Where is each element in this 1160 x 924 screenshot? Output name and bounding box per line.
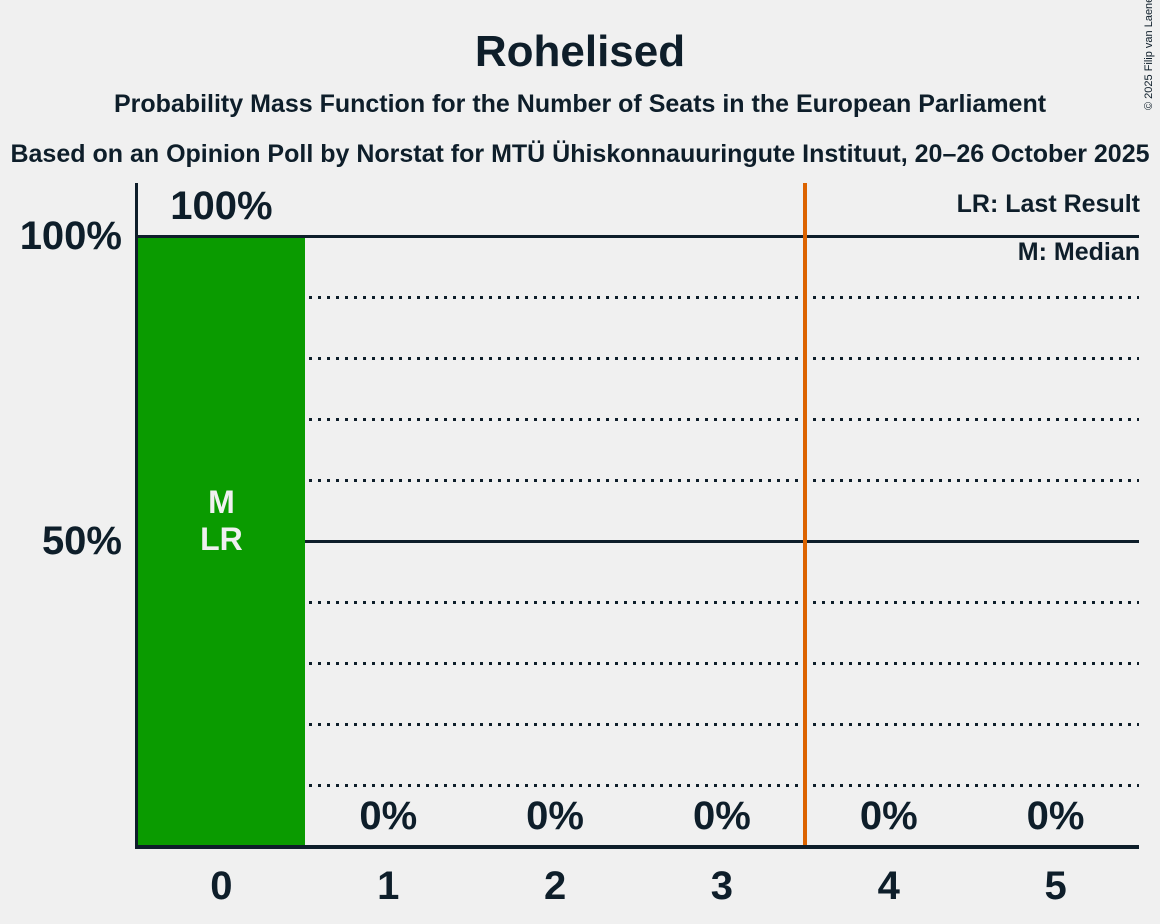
bar-value-label: 0% xyxy=(526,794,584,838)
x-tick-label-3: 3 xyxy=(710,864,734,908)
gridline-dotted-40 xyxy=(138,601,1139,604)
bar-value-label: 0% xyxy=(859,794,918,838)
gridline-dotted-10 xyxy=(138,784,1139,787)
x-tick-label-5: 5 xyxy=(1044,864,1067,908)
bar-annotation-median-lastresult: M LR xyxy=(200,484,243,557)
gridline-solid-100 xyxy=(138,235,1139,238)
x-tick-label-4: 4 xyxy=(877,864,900,908)
vertical-marker-line xyxy=(803,183,808,848)
chart-subtitle: Probability Mass Function for the Number… xyxy=(113,90,1047,118)
copyright-notice: © 2025 Filip van Laenen xyxy=(1143,0,1155,110)
bar-value-label: 0% xyxy=(1026,794,1085,838)
gridline-dotted-30 xyxy=(138,662,1139,665)
x-tick-label-0: 0 xyxy=(210,864,233,908)
x-axis-line xyxy=(138,845,1139,849)
y-tick-label-100: 100% xyxy=(19,214,122,258)
bar-value-label: 0% xyxy=(359,794,418,838)
gridline-dotted-20 xyxy=(138,723,1139,726)
chart-source-line: Based on an Opinion Poll by Norstat for … xyxy=(10,140,1150,168)
gridline-dotted-70 xyxy=(138,418,1139,421)
y-axis-line xyxy=(135,183,138,849)
legend-last-result: LR: Last Result xyxy=(956,190,1140,218)
chart-title: Rohelised xyxy=(474,27,686,76)
gridline-dotted-90 xyxy=(138,296,1139,299)
y-tick-label-50: 50% xyxy=(41,519,122,563)
gridline-solid-50 xyxy=(138,540,1139,543)
bar-seats-0: M LR xyxy=(138,238,305,848)
gridline-dotted-60 xyxy=(138,479,1139,482)
x-tick-label-2: 2 xyxy=(543,864,567,908)
legend-median: M: Median xyxy=(1017,238,1140,266)
bar-value-label: 0% xyxy=(693,794,751,838)
plot-area: M LR 100% 0% 0% 0% 0% 0% 0 1 2 3 4 5 xyxy=(135,183,1139,908)
bar-value-label: 100% xyxy=(170,184,273,228)
x-tick-label-1: 1 xyxy=(377,864,400,908)
chart-legend: LR: Last Result M: Median xyxy=(957,180,1140,276)
gridline-dotted-80 xyxy=(138,357,1139,360)
